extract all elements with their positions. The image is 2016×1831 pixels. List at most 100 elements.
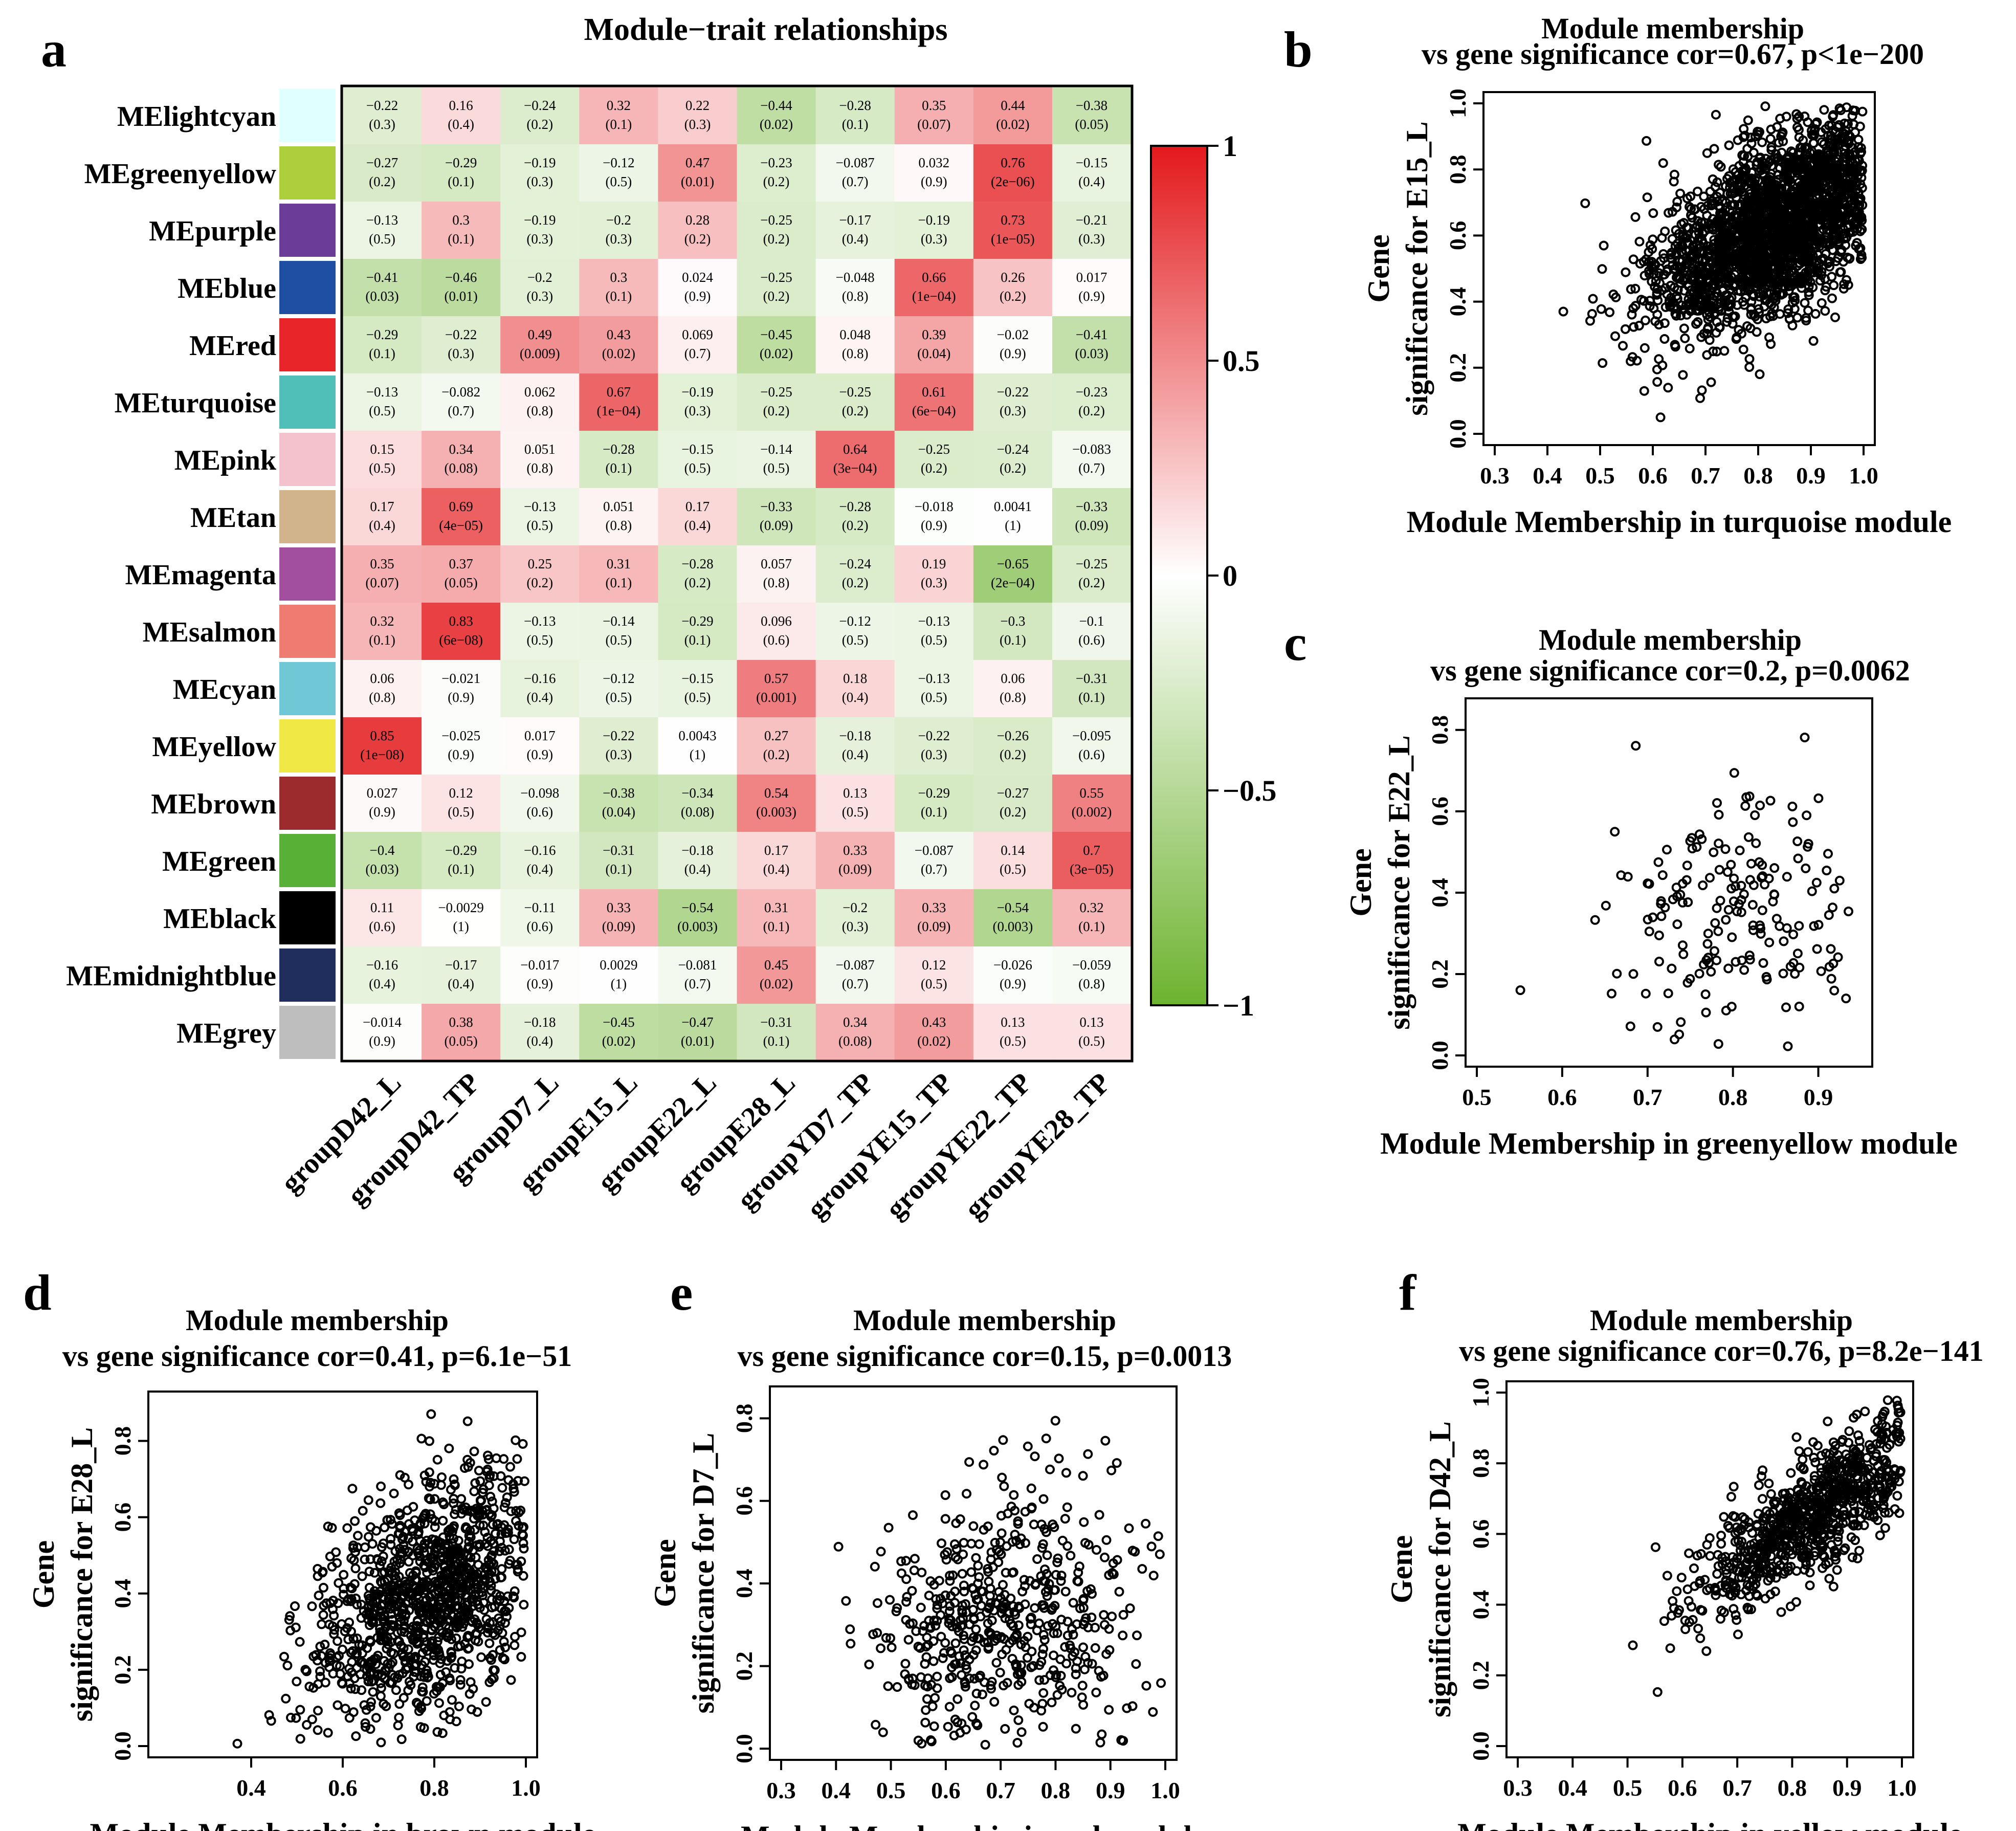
scatter-point: [1740, 801, 1751, 811]
x-axis-label: Module Membership in greenyellow module: [1380, 1127, 1958, 1160]
scatter-point: [408, 1502, 418, 1512]
cell-pvalue: (0.1): [1078, 690, 1105, 705]
module-label-memagenta: MEmagenta: [125, 559, 276, 591]
scatter-point: [1702, 350, 1712, 360]
scatter-point: [1776, 252, 1786, 262]
scatter-point: [447, 1695, 457, 1705]
scatter-point: [509, 1586, 520, 1596]
scatter-point: [1652, 284, 1663, 294]
cell-correlation: −0.33: [760, 499, 792, 514]
cell-pvalue: (0.02): [917, 1033, 950, 1049]
scatter-point: [1648, 208, 1658, 218]
cell-correlation: −0.15: [1076, 155, 1107, 170]
scatter-point: [422, 1696, 432, 1706]
cell-pvalue: (0.05): [1075, 117, 1108, 132]
heatmap-cell: [1052, 316, 1132, 374]
cell-pvalue: (0.1): [448, 174, 474, 189]
heatmap-cell: [658, 431, 738, 489]
heatmap-cell: [894, 144, 974, 202]
scatter-title: Module membership: [853, 1304, 1116, 1337]
cell-correlation: −0.017: [520, 957, 559, 973]
cell-pvalue: (0.5): [842, 804, 869, 820]
scatter-point: [1719, 346, 1730, 356]
cell-pvalue: (0.3): [448, 346, 474, 361]
cell-correlation: −0.38: [603, 785, 634, 801]
scatter-point: [1784, 193, 1795, 203]
cell-correlation: 0.73: [1001, 212, 1025, 228]
cell-correlation: −0.19: [524, 155, 556, 170]
heatmap-cell: [973, 603, 1053, 660]
cell-correlation: −0.098: [520, 785, 559, 801]
heatmap-title: Module−trait relationships: [584, 12, 947, 47]
heatmap-cell: [815, 603, 895, 660]
scatter-point: [1726, 884, 1737, 894]
cell-pvalue: (0.5): [1000, 1033, 1026, 1049]
module-color-swatch: [279, 777, 336, 830]
scatter-point: [1746, 138, 1757, 148]
scatter-point: [469, 1446, 479, 1457]
scatter-point: [1778, 127, 1788, 138]
scatter-point: [871, 1719, 881, 1730]
cell-pvalue: (0.6): [526, 919, 553, 934]
cell-pvalue: (2e−04): [991, 575, 1035, 590]
heatmap-cell: [973, 545, 1053, 603]
scatter-point: [1709, 847, 1719, 857]
colorbar-tick-label: −0.5: [1223, 774, 1277, 807]
scatter-point: [1012, 1738, 1023, 1748]
cell-correlation: −0.13: [524, 499, 556, 514]
scatter-point: [1785, 961, 1796, 972]
scatter-point: [291, 1713, 301, 1723]
cell-correlation: 0.85: [370, 728, 394, 743]
scatter-point: [1781, 1002, 1791, 1012]
heatmap-cell: [973, 1004, 1053, 1062]
scatter-point: [1646, 261, 1656, 271]
scatter-point: [1746, 173, 1757, 184]
scatter-point: [1792, 212, 1802, 222]
cell-correlation: −0.17: [445, 957, 477, 973]
scatter-point: [477, 1591, 488, 1601]
heatmap-cell: [343, 259, 422, 317]
scatter-point: [1778, 968, 1788, 979]
scatter-point: [416, 1433, 427, 1444]
heatmap-cell: [894, 946, 974, 1004]
scatter-point: [1799, 154, 1809, 164]
scatter-point: [360, 1718, 370, 1728]
scatter-point: [1781, 165, 1791, 175]
cell-correlation: −0.25: [760, 212, 792, 228]
cell-correlation: 0.0041: [994, 499, 1032, 514]
cell-pvalue: (0.7): [842, 976, 869, 991]
scatter-point: [436, 1538, 447, 1548]
x-tick-label: 0.4: [1533, 462, 1562, 489]
module-label-mepink: MEpink: [174, 445, 277, 476]
cell-pvalue: (0.3): [526, 231, 553, 247]
scatter-point: [1702, 328, 1712, 339]
scatter-point: [1697, 284, 1707, 295]
module-color-swatch: [279, 605, 336, 658]
heatmap-cell: [815, 259, 895, 317]
scatter-point: [1715, 188, 1725, 198]
heatmap-cell: [815, 545, 895, 603]
scatter-point: [1740, 130, 1750, 141]
cell-pvalue: (0.01): [445, 289, 478, 304]
cell-pvalue: (0.5): [684, 460, 711, 476]
cell-pvalue: (0.9): [921, 518, 947, 533]
cell-pvalue: (0.1): [842, 117, 869, 132]
scatter-point: [952, 1694, 963, 1704]
heatmap-cell: [579, 660, 658, 718]
scatter-point: [1694, 968, 1704, 979]
cell-pvalue: (0.4): [369, 518, 395, 533]
scatter-point: [1055, 1654, 1066, 1664]
cell-correlation: −0.24: [524, 98, 556, 113]
cell-correlation: 0.032: [918, 155, 949, 170]
scatter-point: [1668, 260, 1678, 271]
heatmap-cell: [1052, 144, 1132, 202]
scatter-point: [1825, 212, 1834, 222]
panel-label-e: e: [670, 1264, 693, 1321]
scatter-point: [455, 1680, 466, 1690]
cell-pvalue: (0.9): [369, 1033, 395, 1049]
cell-pvalue: (0.2): [1078, 575, 1105, 590]
scatter-point: [1731, 334, 1741, 344]
scatter-point: [957, 1569, 967, 1579]
scatter-point: [1642, 192, 1652, 203]
